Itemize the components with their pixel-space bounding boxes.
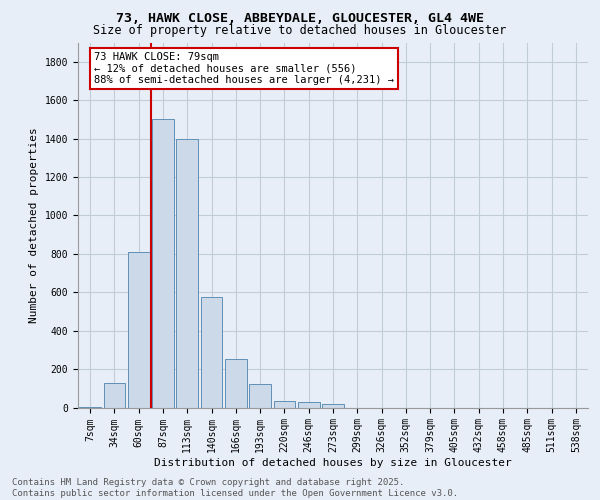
Bar bbox=[128, 252, 149, 408]
Bar bbox=[79, 406, 101, 408]
Text: Size of property relative to detached houses in Gloucester: Size of property relative to detached ho… bbox=[94, 24, 506, 37]
Text: 73 HAWK CLOSE: 79sqm
← 12% of detached houses are smaller (556)
88% of semi-deta: 73 HAWK CLOSE: 79sqm ← 12% of detached h… bbox=[94, 52, 394, 86]
Bar bbox=[200, 297, 223, 408]
Bar bbox=[104, 382, 125, 407]
Bar bbox=[274, 401, 295, 407]
Bar bbox=[225, 360, 247, 408]
Bar bbox=[298, 402, 320, 407]
Bar bbox=[152, 120, 174, 408]
Bar bbox=[322, 404, 344, 407]
Bar bbox=[176, 138, 198, 407]
Y-axis label: Number of detached properties: Number of detached properties bbox=[29, 127, 39, 323]
Bar bbox=[249, 384, 271, 407]
Text: Contains HM Land Registry data © Crown copyright and database right 2025.
Contai: Contains HM Land Registry data © Crown c… bbox=[12, 478, 458, 498]
Text: 73, HAWK CLOSE, ABBEYDALE, GLOUCESTER, GL4 4WE: 73, HAWK CLOSE, ABBEYDALE, GLOUCESTER, G… bbox=[116, 12, 484, 26]
X-axis label: Distribution of detached houses by size in Gloucester: Distribution of detached houses by size … bbox=[154, 458, 512, 468]
